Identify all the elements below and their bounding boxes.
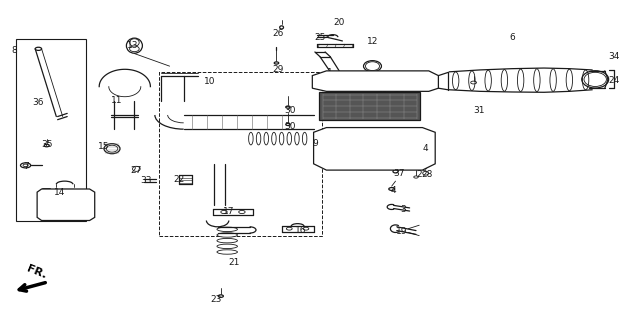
Text: 3: 3 <box>401 205 406 214</box>
Text: 11: 11 <box>111 96 123 105</box>
Text: 21: 21 <box>228 258 239 266</box>
Text: 15: 15 <box>98 142 109 151</box>
Ellipse shape <box>217 244 237 249</box>
Text: 20: 20 <box>333 18 345 26</box>
Ellipse shape <box>365 62 380 71</box>
Ellipse shape <box>423 171 429 175</box>
Text: 27: 27 <box>131 166 142 175</box>
Ellipse shape <box>420 145 426 148</box>
Text: 4: 4 <box>391 186 396 195</box>
Ellipse shape <box>275 62 279 64</box>
Text: FR.: FR. <box>26 264 49 281</box>
Text: 32: 32 <box>396 90 408 99</box>
Ellipse shape <box>44 144 49 147</box>
Text: 5: 5 <box>324 112 329 121</box>
Text: 8: 8 <box>12 46 17 55</box>
Text: 30: 30 <box>284 106 296 115</box>
Text: 34: 34 <box>609 52 620 61</box>
Text: 35: 35 <box>41 140 52 149</box>
Bar <box>16 39 86 220</box>
Text: 17: 17 <box>223 207 235 215</box>
Text: 23: 23 <box>211 295 222 304</box>
Ellipse shape <box>414 176 419 178</box>
Ellipse shape <box>106 145 118 152</box>
FancyBboxPatch shape <box>319 92 420 120</box>
Ellipse shape <box>221 210 227 214</box>
Text: 37: 37 <box>393 169 404 178</box>
Text: 29: 29 <box>273 66 284 74</box>
Text: 22: 22 <box>173 175 185 184</box>
Ellipse shape <box>280 26 284 29</box>
Polygon shape <box>312 71 438 91</box>
Ellipse shape <box>364 60 381 72</box>
Text: 9: 9 <box>313 139 318 148</box>
Text: 13: 13 <box>127 41 138 50</box>
Text: 36: 36 <box>33 98 44 107</box>
Ellipse shape <box>104 144 120 154</box>
Text: 6: 6 <box>509 33 515 42</box>
Text: 7: 7 <box>23 163 28 171</box>
Text: 1: 1 <box>327 68 332 77</box>
Ellipse shape <box>285 106 291 108</box>
Text: 12: 12 <box>367 37 379 46</box>
Ellipse shape <box>23 164 28 167</box>
Text: 2: 2 <box>417 170 422 179</box>
Ellipse shape <box>35 47 42 50</box>
Text: 18: 18 <box>377 85 388 94</box>
Ellipse shape <box>218 295 223 297</box>
Ellipse shape <box>239 210 245 214</box>
Text: 24: 24 <box>609 76 620 85</box>
Polygon shape <box>37 189 95 220</box>
Ellipse shape <box>127 38 143 53</box>
Ellipse shape <box>285 123 291 125</box>
Ellipse shape <box>217 238 237 243</box>
Ellipse shape <box>399 92 404 94</box>
Ellipse shape <box>584 72 607 86</box>
Text: 16: 16 <box>295 226 307 235</box>
Text: 14: 14 <box>54 188 65 197</box>
Text: 4: 4 <box>423 144 428 152</box>
Text: 10: 10 <box>204 77 216 86</box>
Ellipse shape <box>217 227 237 232</box>
Text: 28: 28 <box>422 170 433 179</box>
Polygon shape <box>314 128 435 170</box>
Ellipse shape <box>20 163 31 168</box>
Ellipse shape <box>582 71 609 88</box>
Ellipse shape <box>389 187 394 190</box>
Ellipse shape <box>471 81 476 84</box>
Bar <box>159 72 322 236</box>
Ellipse shape <box>129 39 140 46</box>
Text: 19: 19 <box>396 227 408 236</box>
Ellipse shape <box>287 227 292 230</box>
Text: 25: 25 <box>314 33 326 42</box>
Ellipse shape <box>132 166 140 171</box>
Text: 30: 30 <box>284 122 296 131</box>
Ellipse shape <box>217 250 237 254</box>
Ellipse shape <box>129 46 140 52</box>
Text: 26: 26 <box>273 29 284 37</box>
Ellipse shape <box>303 227 308 230</box>
Ellipse shape <box>393 170 398 173</box>
Text: 33: 33 <box>140 176 152 185</box>
Ellipse shape <box>217 233 237 237</box>
Text: 31: 31 <box>473 106 484 115</box>
